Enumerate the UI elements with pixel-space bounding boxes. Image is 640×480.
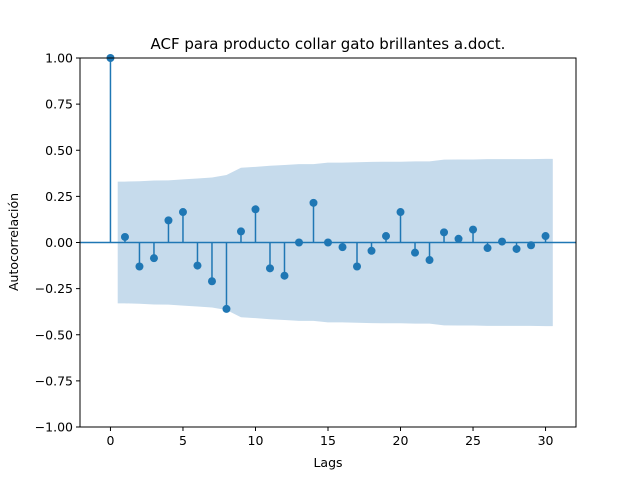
acf-marker: [236, 227, 245, 236]
acf-marker: [164, 216, 173, 225]
acf-marker: [512, 244, 521, 253]
acf-marker: [425, 256, 434, 265]
y-tick-label: 0.25: [45, 189, 73, 204]
acf-marker: [135, 262, 144, 271]
acf-marker: [527, 241, 536, 250]
acf-marker: [469, 225, 478, 234]
acf-marker: [222, 304, 231, 313]
acf-marker: [280, 271, 289, 280]
acf-marker: [193, 261, 202, 270]
acf-marker: [411, 248, 420, 257]
acf-marker: [353, 262, 362, 271]
acf-marker: [483, 244, 492, 253]
y-tick-label: 0.50: [45, 143, 73, 158]
acf-marker: [440, 228, 449, 237]
x-tick-label: 20: [393, 433, 409, 448]
acf-marker: [265, 264, 274, 273]
x-tick-label: 10: [248, 433, 264, 448]
y-tick-label: −0.25: [35, 281, 73, 296]
acf-marker: [207, 277, 216, 286]
acf-marker: [382, 232, 391, 241]
y-tick-label: 0.00: [45, 235, 73, 250]
y-tick-label: −0.75: [35, 373, 73, 388]
acf-marker: [396, 208, 405, 217]
y-axis-label: Autocorrelación: [6, 193, 21, 291]
x-tick-label: 30: [538, 433, 554, 448]
acf-marker: [178, 208, 187, 217]
acf-marker: [367, 246, 376, 255]
acf-marker: [251, 205, 260, 214]
x-axis-label: Lags: [313, 455, 342, 470]
acf-marker: [338, 243, 347, 252]
acf-marker: [149, 254, 158, 263]
x-axis-ticks: 0 5 10 15 20 25 30: [106, 427, 554, 448]
y-tick-label: 1.00: [45, 51, 73, 66]
acf-marker: [498, 237, 507, 246]
y-tick-label: −1.00: [35, 420, 73, 435]
x-tick-label: 25: [465, 433, 481, 448]
x-tick-label: 0: [106, 433, 114, 448]
acf-marker: [541, 232, 550, 241]
acf-marker: [309, 198, 318, 207]
x-tick-label: 5: [179, 433, 187, 448]
acf-marker: [454, 234, 463, 243]
chart-title: ACF para producto collar gato brillantes…: [151, 35, 506, 53]
y-tick-label: −0.50: [35, 327, 73, 342]
x-tick-label: 15: [320, 433, 336, 448]
stem-layer: [106, 54, 550, 313]
y-axis-ticks: −1.00 −0.75 −0.50 −0.25 0.00 0.25 0.50 0.75 1.00: [35, 51, 80, 435]
y-tick-label: 0.75: [45, 97, 73, 112]
acf-marker: [120, 232, 129, 241]
